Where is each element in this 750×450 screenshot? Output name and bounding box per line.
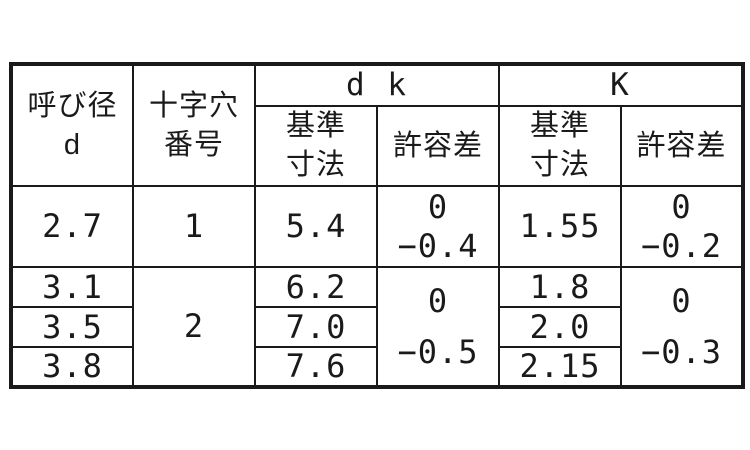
cell-dk-basic: 7.6 <box>254 346 378 389</box>
header-group-dk: d k <box>254 63 500 107</box>
cell-k-basic: 1.8 <box>498 266 622 309</box>
table-row: 3.5 7.0 2.0 <box>10 306 743 349</box>
table-row: 3.8 7.6 2.15 <box>10 346 743 389</box>
cell-k-tolerance: 0 −0.3 <box>620 266 744 389</box>
header-dk-tolerance: 許容差 <box>376 104 500 188</box>
header-k-tolerance: 許容差 <box>620 104 744 188</box>
header-recess-number: 十字穴 番号 <box>132 62 256 188</box>
cell-d-value: 3.5 <box>10 306 134 349</box>
screw-dimensions-table: 呼び径 d 十字穴 番号 d k K 基準 寸法 許容差 基準 寸法 許容差 2… <box>9 62 745 390</box>
cell-recess-number: 2 <box>132 266 256 389</box>
header-group-k: K <box>498 63 744 107</box>
cell-recess-number: 1 <box>132 185 256 269</box>
cell-dk-basic: 7.0 <box>254 306 378 349</box>
header-k-basic: 基準 寸法 <box>498 104 622 188</box>
cell-dk-basic: 6.2 <box>254 266 378 309</box>
cell-dk-tolerance: 0 −0.5 <box>376 266 500 389</box>
cell-k-basic: 2.0 <box>498 306 622 349</box>
cell-k-basic: 1.55 <box>498 185 622 269</box>
cell-d-value: 3.1 <box>10 266 134 309</box>
cell-d-value: 3.8 <box>10 346 134 389</box>
cell-d-value: 2.7 <box>10 185 134 269</box>
table-header-row-groups: 呼び径 d 十字穴 番号 d k K <box>10 62 744 188</box>
cell-k-tolerance: 0 −0.2 <box>620 185 744 269</box>
table-header-row-sub: 基準 寸法 許容差 基準 寸法 許容差 <box>11 104 744 188</box>
cell-dk-basic: 5.4 <box>254 185 378 269</box>
table-row: 2.7 1 5.4 0 −0.4 1.55 0 −0.2 <box>10 185 744 269</box>
cell-dk-tolerance: 0 −0.4 <box>376 185 500 269</box>
header-nominal-diameter: 呼び径 d <box>10 62 134 188</box>
cell-k-basic: 2.15 <box>498 346 622 389</box>
table-row: 3.1 2 6.2 0 −0.5 1.8 0 −0.3 <box>10 266 744 389</box>
header-dk-basic: 基準 寸法 <box>254 104 378 188</box>
